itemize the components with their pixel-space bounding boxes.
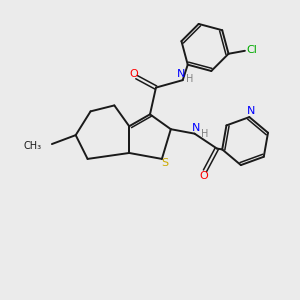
Text: H: H bbox=[186, 74, 194, 84]
Text: N: N bbox=[247, 106, 255, 116]
Text: CH₃: CH₃ bbox=[23, 140, 41, 151]
Text: Cl: Cl bbox=[246, 45, 257, 55]
Text: N: N bbox=[192, 123, 200, 133]
Text: O: O bbox=[129, 69, 138, 79]
Text: S: S bbox=[161, 158, 168, 168]
Text: N: N bbox=[177, 69, 185, 79]
Text: H: H bbox=[201, 129, 209, 139]
Text: O: O bbox=[199, 171, 208, 181]
